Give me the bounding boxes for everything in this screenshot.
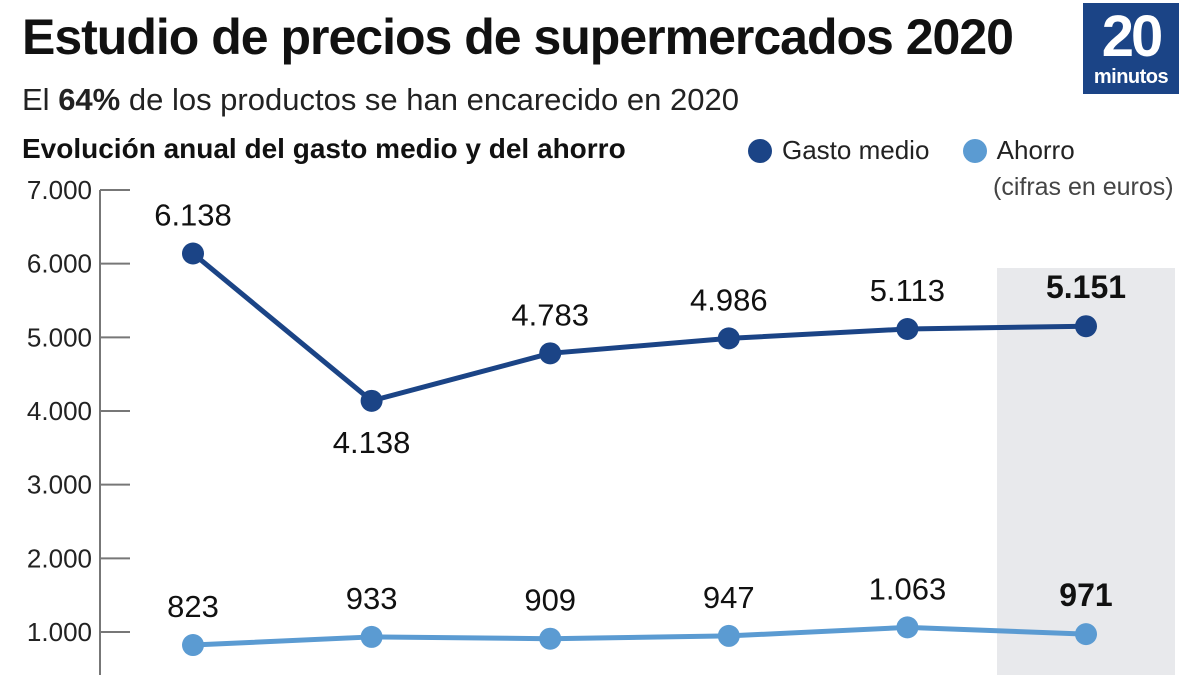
y-tick-label: 2.000	[27, 543, 92, 573]
data-point	[717, 327, 740, 350]
data-label: 6.138	[154, 198, 232, 233]
data-label: 4.138	[333, 425, 411, 460]
legend-item-gasto: Gasto medio	[748, 135, 929, 166]
subtitle-suffix: de los productos se han encarecido en 20…	[120, 82, 739, 117]
y-tick-label: 5.000	[27, 322, 92, 352]
y-tick-label: 1.000	[27, 617, 92, 647]
legend-item-ahorro: Ahorro	[962, 135, 1075, 166]
data-label: 4.986	[690, 282, 768, 317]
data-point	[1075, 623, 1097, 646]
chart-legend: Gasto medio Ahorro	[748, 135, 1101, 170]
data-point	[717, 624, 740, 647]
data-label: 1.063	[869, 571, 947, 606]
data-label: 971	[1059, 577, 1112, 613]
data-label: 909	[524, 583, 576, 618]
subtitle-prefix: El	[22, 82, 59, 117]
legend-label-gasto: Gasto medio	[782, 135, 930, 165]
data-point	[539, 627, 562, 650]
y-tick-label: 7.000	[27, 175, 92, 205]
series-line-gasto	[191, 251, 1087, 404]
chart-title: Evolución anual del gasto medio y del ah…	[22, 133, 626, 164]
units-note: (cifras en euros)	[993, 173, 1174, 201]
y-tick-label: 6.000	[27, 249, 92, 279]
data-label: 823	[167, 589, 219, 624]
y-tick-label: 3.000	[27, 470, 92, 500]
data-point	[360, 625, 383, 648]
data-label: 5.151	[1046, 269, 1126, 305]
page-title: Estudio de precios de supermercados 2020	[22, 9, 1014, 65]
data-point	[182, 634, 204, 657]
logo-number: 20	[1101, 4, 1164, 69]
legend-label-ahorro: Ahorro	[996, 135, 1075, 165]
logo-text: minutos	[1093, 66, 1169, 88]
data-label: 5.113	[870, 273, 945, 308]
subtitle: El 64% de los productos se han encarecid…	[22, 82, 739, 118]
subtitle-highlight: 64%	[58, 82, 121, 117]
data-point	[360, 389, 383, 412]
data-point	[182, 242, 204, 265]
legend-dot-gasto	[748, 138, 772, 163]
data-label: 933	[346, 581, 398, 616]
data-point	[896, 318, 919, 341]
data-point	[539, 342, 562, 365]
data-point	[896, 616, 919, 639]
data-label: 947	[703, 580, 755, 615]
y-tick-label: 4.000	[27, 396, 92, 426]
legend-dot-ahorro	[962, 138, 987, 163]
series-line-ahorro	[192, 624, 1087, 648]
data-point	[1075, 315, 1097, 338]
data-label: 4.783	[511, 297, 589, 332]
brand-logo: 20 minutos	[1083, 3, 1179, 94]
